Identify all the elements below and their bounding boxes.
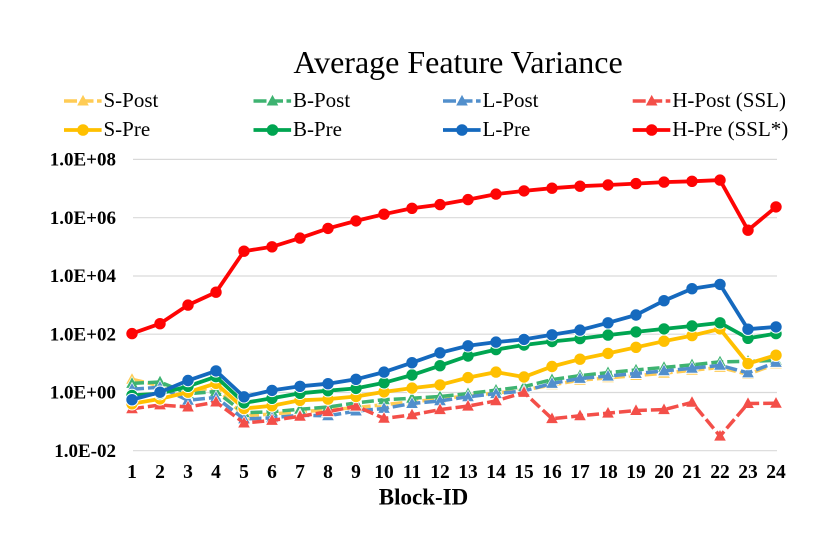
svg-text:24: 24 <box>766 462 786 483</box>
svg-text:11: 11 <box>403 462 421 483</box>
svg-text:S-Post: S-Post <box>104 88 159 112</box>
svg-text:18: 18 <box>598 462 618 483</box>
svg-text:19: 19 <box>626 462 646 483</box>
svg-text:6: 6 <box>267 462 277 483</box>
svg-text:3: 3 <box>183 462 193 483</box>
svg-text:1.0E+04: 1.0E+04 <box>50 266 117 287</box>
svg-text:1.0E+02: 1.0E+02 <box>50 324 116 345</box>
svg-text:20: 20 <box>654 462 674 483</box>
svg-text:2: 2 <box>155 462 165 483</box>
svg-text:1.0E-02: 1.0E-02 <box>54 441 116 462</box>
svg-text:13: 13 <box>458 462 478 483</box>
svg-text:16: 16 <box>542 462 562 483</box>
svg-text:B-Pre: B-Pre <box>293 117 342 141</box>
svg-text:L-Pre: L-Pre <box>483 117 531 141</box>
svg-text:14: 14 <box>486 462 506 483</box>
svg-text:S-Pre: S-Pre <box>104 117 151 141</box>
svg-text:21: 21 <box>682 462 702 483</box>
svg-text:9: 9 <box>351 462 361 483</box>
svg-text:1: 1 <box>127 462 137 483</box>
svg-text:15: 15 <box>514 462 534 483</box>
svg-text:H-Post (SSL): H-Post (SSL) <box>672 88 786 112</box>
svg-text:B-Post: B-Post <box>293 88 350 112</box>
svg-text:7: 7 <box>295 462 305 483</box>
svg-text:1.0E+00: 1.0E+00 <box>50 383 116 404</box>
svg-text:H-Pre (SSL*): H-Pre (SSL*) <box>672 117 788 141</box>
svg-text:Average Feature Variance: Average Feature Variance <box>293 44 622 80</box>
svg-text:4: 4 <box>211 462 221 483</box>
svg-text:12: 12 <box>430 462 450 483</box>
svg-text:1.0E+08: 1.0E+08 <box>50 150 116 171</box>
svg-text:Block-ID: Block-ID <box>379 485 468 510</box>
svg-text:5: 5 <box>239 462 249 483</box>
svg-text:8: 8 <box>323 462 333 483</box>
svg-text:L-Post: L-Post <box>483 88 539 112</box>
svg-text:17: 17 <box>570 462 590 483</box>
svg-text:22: 22 <box>710 462 730 483</box>
svg-text:10: 10 <box>374 462 394 483</box>
svg-text:1.0E+06: 1.0E+06 <box>50 208 116 229</box>
svg-text:23: 23 <box>738 462 758 483</box>
